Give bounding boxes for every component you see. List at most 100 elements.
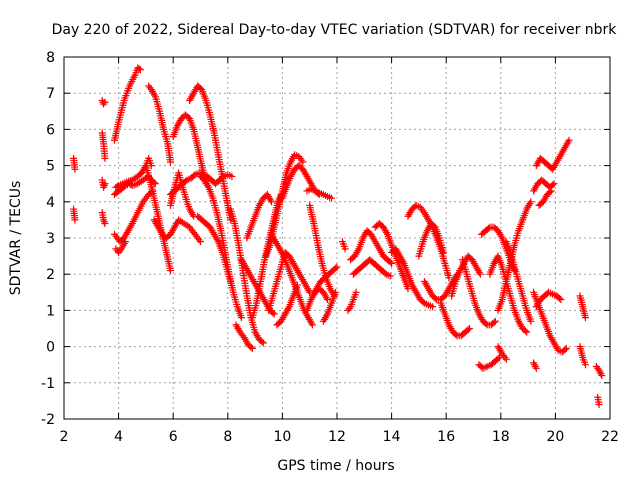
data-point: [527, 198, 535, 206]
data-point: [562, 344, 570, 352]
data-point: [490, 318, 498, 326]
y-tick-label: -1: [41, 376, 55, 392]
data-point: [228, 172, 236, 180]
data-point: [532, 364, 540, 372]
data-point: [523, 328, 531, 336]
data-point: [439, 248, 447, 256]
data-point: [197, 238, 204, 246]
data-point: [328, 194, 336, 202]
data-point: [565, 136, 573, 144]
data-point: [550, 180, 558, 188]
data-point: [267, 198, 275, 206]
data-point: [299, 158, 307, 166]
data-point: [71, 216, 79, 224]
data-point: [248, 344, 256, 352]
data-point: [502, 355, 510, 363]
data-point: [491, 317, 499, 325]
data-point: [557, 296, 565, 304]
x-tick-label: 6: [169, 429, 178, 445]
data-point: [100, 218, 108, 226]
y-tick-label: 3: [46, 231, 55, 247]
data-point: [386, 258, 394, 266]
x-tick-label: 8: [223, 429, 232, 445]
x-tick-label: 18: [492, 429, 510, 445]
data-point: [465, 325, 473, 332]
data-point: [71, 165, 79, 173]
data-point: [166, 158, 174, 166]
y-axis-label: SDTVAR / TECUs: [8, 181, 24, 296]
data-point: [121, 238, 129, 246]
data-point: [581, 314, 589, 322]
data-point: [546, 188, 554, 196]
data-point: [527, 317, 535, 325]
y-tick-label: 8: [46, 50, 55, 66]
x-tick-label: 16: [437, 429, 455, 445]
data-point: [237, 314, 245, 322]
data-point: [476, 270, 484, 278]
x-tick-label: 4: [114, 429, 123, 445]
data-point: [386, 272, 394, 280]
data-point: [332, 288, 340, 296]
data-point: [100, 100, 108, 108]
grid: [64, 57, 610, 419]
data-point: [595, 401, 603, 409]
y-tick-label: 0: [46, 340, 55, 356]
x-tick-label: 14: [383, 429, 401, 445]
data-point: [101, 220, 109, 228]
data-point: [332, 264, 340, 272]
data-point: [431, 294, 439, 302]
y-tick-label: 2: [46, 267, 55, 283]
data-point: [581, 361, 589, 369]
x-tick-label: 22: [601, 429, 619, 445]
data-point: [101, 154, 109, 162]
x-tick-label: 10: [273, 429, 291, 445]
data-point: [293, 281, 301, 289]
data-point: [258, 338, 266, 346]
data-point: [404, 285, 412, 293]
data-point: [445, 274, 453, 282]
data-point: [597, 370, 605, 378]
data-point: [561, 346, 569, 354]
chart-title: Day 220 of 2022, Sidereal Day-to-day VTE…: [52, 22, 618, 38]
data-point: [166, 267, 174, 275]
y-tick-label: 1: [46, 303, 55, 319]
data-point: [549, 181, 557, 189]
data-point: [352, 288, 360, 296]
x-tick-label: 2: [60, 429, 69, 445]
data-point: [151, 180, 159, 188]
data-point: [259, 339, 267, 347]
data-point: [333, 263, 341, 271]
x-tick-label: 20: [546, 429, 564, 445]
data-point: [555, 294, 563, 302]
data-point: [388, 259, 396, 267]
plot-frame: [63, 56, 611, 420]
data-point: [270, 310, 278, 318]
data-point: [136, 66, 144, 74]
data-point: [494, 355, 502, 363]
data-point: [101, 98, 109, 106]
y-tick-label: -2: [41, 412, 55, 428]
x-tick-label: 12: [328, 429, 346, 445]
data-point: [530, 361, 538, 369]
data-point: [482, 320, 490, 328]
data-point: [135, 65, 143, 73]
data-point: [323, 296, 331, 304]
data-point: [547, 187, 555, 195]
data-point: [531, 363, 539, 371]
data-point: [341, 245, 349, 253]
data-points: [70, 64, 606, 409]
y-tick-label: 4: [46, 195, 55, 211]
data-point: [598, 372, 606, 380]
data-point: [269, 309, 277, 317]
x-axis-label: GPS time / hours: [277, 458, 394, 474]
y-tick-label: 7: [46, 86, 55, 102]
data-point: [464, 326, 472, 334]
data-point: [521, 327, 529, 335]
data-point: [429, 303, 437, 311]
data-point: [247, 343, 255, 351]
data-point: [308, 321, 316, 329]
y-tick-label: 6: [46, 122, 55, 138]
data-point: [485, 224, 493, 232]
